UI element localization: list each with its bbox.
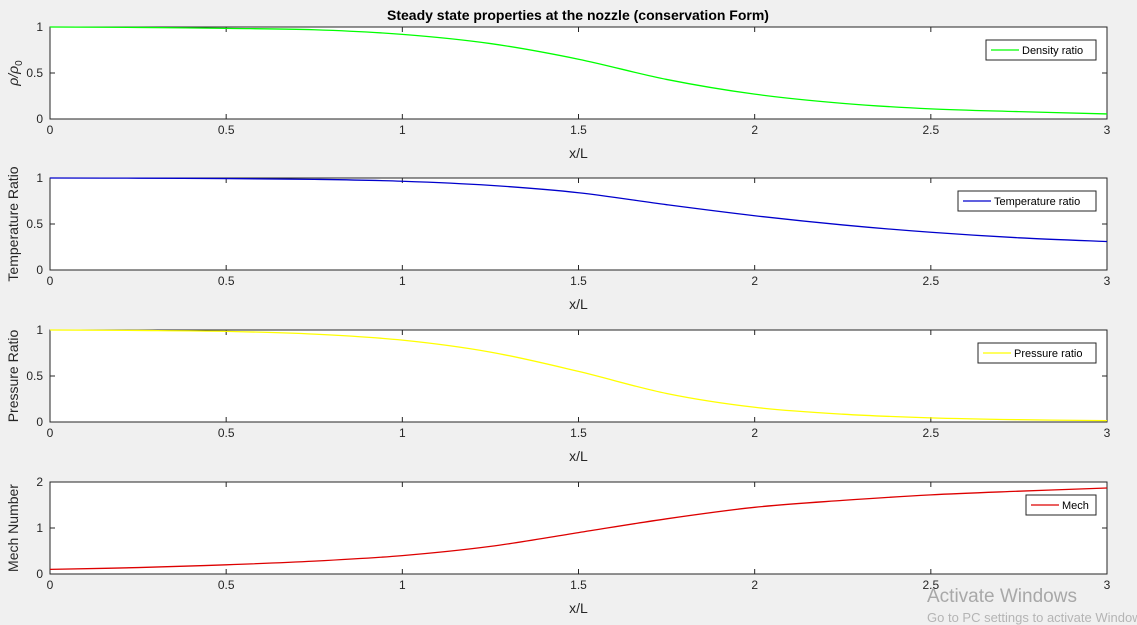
x-tick-label: 2.5 (922, 123, 939, 137)
series-line (49, 177, 1108, 243)
x-tick-label: 1.5 (570, 123, 587, 137)
legend: Density ratio (985, 39, 1097, 61)
activate-windows-watermark: Activate Windows (927, 586, 1077, 607)
y-tick-label: 2 (36, 475, 43, 489)
x-tick-label: 1.5 (570, 578, 587, 592)
plot-area (49, 481, 1108, 575)
legend-label: Temperature ratio (994, 196, 1080, 208)
y-tick-label: 0 (36, 263, 43, 277)
plot-area (49, 177, 1108, 271)
legend-box (977, 342, 1097, 364)
x-tick-label: 3 (1104, 578, 1111, 592)
x-tick-label: 0.5 (218, 123, 235, 137)
y-tick-label: 0 (36, 567, 43, 581)
series-line (49, 26, 1108, 115)
y-tick-label: 0 (36, 415, 43, 429)
x-tick-label: 3 (1104, 426, 1111, 440)
x-tick-label: 0.5 (218, 274, 235, 288)
legend-box (957, 190, 1097, 212)
x-tick-label: 2 (751, 274, 758, 288)
legend-label: Mech (1062, 500, 1089, 512)
x-tick-label: 1 (399, 123, 406, 137)
x-tick-label: 1 (399, 274, 406, 288)
x-tick-label: 0 (47, 578, 54, 592)
x-tick-label: 2 (751, 123, 758, 137)
y-tick-label: 0.5 (26, 217, 43, 231)
y-axis-label: Mech Number (5, 484, 21, 572)
legend-label: Pressure ratio (1014, 348, 1082, 360)
y-tick-label: 0.5 (26, 66, 43, 80)
plot-area (49, 329, 1108, 423)
legend-label: Density ratio (1022, 45, 1083, 57)
y-tick-label: 1 (36, 521, 43, 535)
x-tick-label: 0 (47, 123, 54, 137)
x-tick-label: 0 (47, 426, 54, 440)
activate-windows-hint: Go to PC settings to activate Windows. (927, 610, 1137, 625)
y-axis-label: ρ/ρ0 (5, 60, 25, 87)
x-axis-label: x/L (569, 600, 588, 616)
x-tick-label: 1 (399, 426, 406, 440)
x-tick-label: 2.5 (922, 578, 939, 592)
x-axis-label: x/L (569, 296, 588, 312)
x-tick-label: 0 (47, 274, 54, 288)
y-axis-label: Temperature Ratio (5, 166, 21, 281)
x-tick-label: 0.5 (218, 578, 235, 592)
x-axis-label: x/L (569, 448, 588, 464)
x-tick-label: 3 (1104, 274, 1111, 288)
y-tick-label: 0 (36, 112, 43, 126)
y-tick-label: 1 (36, 20, 43, 34)
legend-box (985, 39, 1097, 61)
x-tick-label: 0.5 (218, 426, 235, 440)
legend-box (1025, 494, 1097, 516)
x-tick-label: 2 (751, 578, 758, 592)
legend: Temperature ratio (957, 190, 1097, 212)
y-axis-label: Pressure Ratio (5, 329, 21, 422)
legend: Mech (1025, 494, 1097, 516)
x-axis-label: x/L (569, 145, 588, 161)
plot-area (49, 26, 1108, 120)
figure-title: Steady state properties at the nozzle (c… (387, 7, 769, 23)
series-line (49, 329, 1108, 422)
y-tick-label: 1 (36, 171, 43, 185)
subplot-1: 0 0.5 1 1.5 2 2.5 3 0 0.5 1 x/L ρ/ρ0 Density ratio (5, 20, 1111, 161)
x-tick-label: 2 (751, 426, 758, 440)
series-line (49, 487, 1108, 571)
x-tick-label: 1.5 (570, 274, 587, 288)
x-tick-label: 2.5 (922, 426, 939, 440)
legend: Pressure ratio (977, 342, 1097, 364)
x-tick-label: 3 (1104, 123, 1111, 137)
subplot-2: 0 0.5 1 1.5 2 2.5 3 0 0.5 1 x/L Temperature Ratio Te… (5, 166, 1111, 312)
x-tick-label: 2.5 (922, 274, 939, 288)
subplot-4: 0 0.5 1 1.5 2 2.5 3 0 1 2 x/L Mech Number Mech (5, 475, 1111, 616)
y-tick-label: 1 (36, 323, 43, 337)
subplot-3: 0 0.5 1 1.5 2 2.5 3 0 0.5 1 x/L Pressure Ratio Press… (5, 323, 1111, 464)
x-tick-label: 1 (399, 578, 406, 592)
x-tick-label: 1.5 (570, 426, 587, 440)
y-tick-label: 0.5 (26, 369, 43, 383)
